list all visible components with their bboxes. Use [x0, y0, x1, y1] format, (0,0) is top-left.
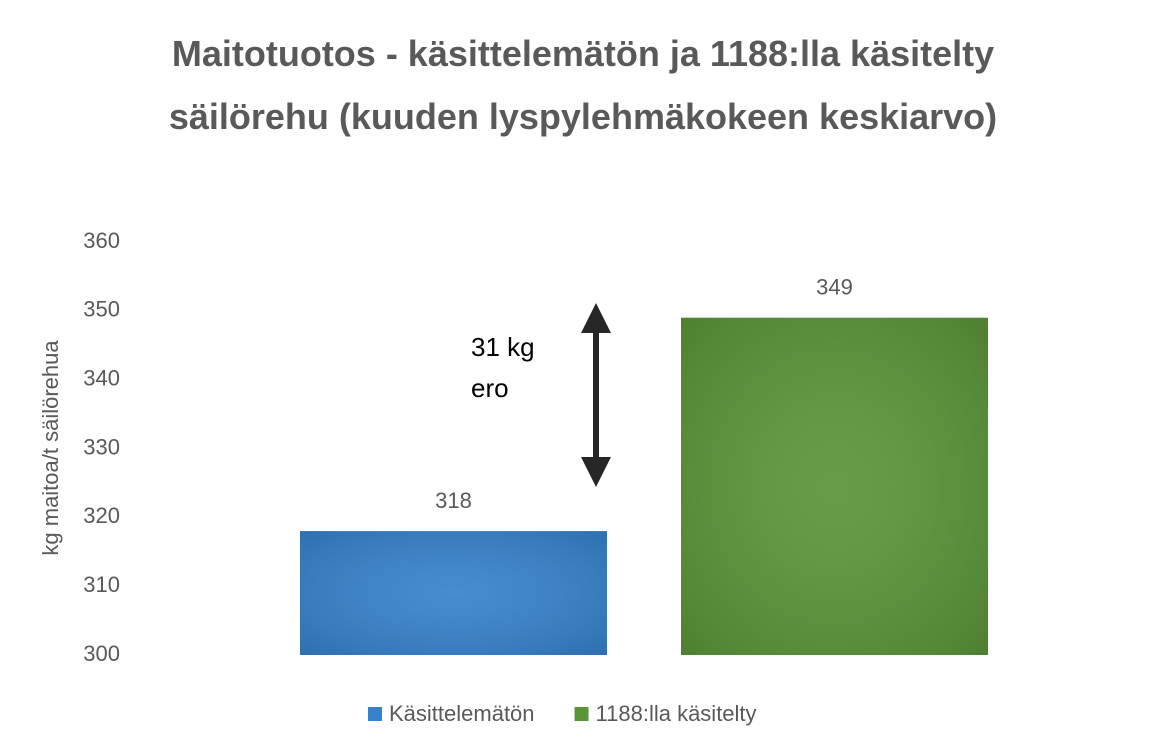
y-tick-label: 350	[83, 297, 120, 322]
legend-swatch	[368, 707, 382, 721]
bar-shade	[681, 317, 988, 655]
bar-shade	[300, 531, 607, 655]
legend-label: 1188:lla käsitelty	[596, 701, 757, 726]
data-label: 349	[816, 275, 853, 300]
chart-title: Maitotuotos - käsittelemätön ja 1188:lla…	[168, 33, 998, 137]
y-tick-label: 300	[83, 641, 120, 666]
y-axis-label: kg maitoa/t säilörehua	[38, 340, 63, 556]
annotation-line: ero	[471, 373, 509, 403]
legend-swatch	[574, 707, 589, 721]
y-tick-label: 330	[83, 434, 120, 459]
annotation-line: 31 kg	[471, 332, 535, 362]
y-tick-label: 320	[83, 503, 120, 528]
data-label: 318	[435, 488, 472, 513]
y-tick-label: 360	[83, 228, 120, 253]
y-tick-label: 310	[83, 572, 120, 597]
y-tick-label: 340	[83, 365, 120, 390]
legend-label: Käsittelemätön	[389, 701, 535, 726]
